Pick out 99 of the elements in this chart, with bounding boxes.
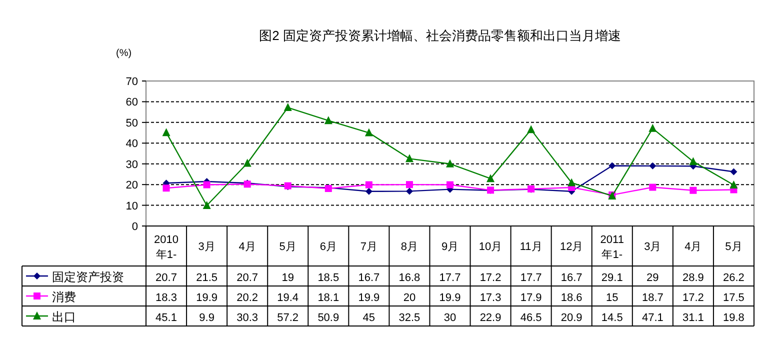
x-tick-label: 9月 [441,241,459,253]
point [568,178,576,186]
point [364,128,373,136]
data-label: 30.3 [236,312,258,324]
data-label: 15 [606,292,618,304]
point [446,159,454,168]
point [203,181,210,188]
point [324,116,332,124]
data-label: 16.7 [560,272,582,284]
point [365,188,372,195]
point [730,168,738,176]
data-label: 28.9 [682,272,704,284]
data-label: 30 [444,312,456,324]
point [202,200,211,209]
y-tick-label: 0 [132,221,138,233]
point [730,180,738,188]
data-label: 18.3 [156,292,177,304]
legend-label: 固定资产投资 [52,270,124,284]
data-label: 19.9 [196,292,218,304]
data-label: 16.8 [398,272,420,284]
point [649,184,656,191]
point [405,154,414,162]
point [649,162,656,170]
data-label: 29 [646,272,659,284]
legend-label: 消费 [52,290,76,304]
x-tick-label: 8月 [400,241,418,253]
data-label: 17.2 [480,272,502,284]
data-label: 20.2 [236,292,258,304]
data-label: 47.1 [642,312,664,324]
data-label: 17.9 [520,292,542,304]
data-label: 32.5 [398,312,420,324]
data-label: 19 [282,272,294,284]
x-tick-label: 12月 [560,241,584,253]
data-label: 14.5 [601,312,623,324]
data-label: 17.3 [480,292,502,304]
point [162,184,170,192]
x-tick-label: 3月 [198,241,216,253]
x-tick-label: 3月 [644,241,662,253]
x-tick-label: 6月 [320,241,337,253]
point [365,181,372,188]
x-tick-label: 7月 [360,241,378,253]
point [162,128,170,136]
chart-title: 图2 固定资产投资累计增幅、社会消费品零售额和出口当月增速 [259,28,621,43]
point [243,158,252,167]
data-label: 17.5 [723,292,744,304]
data-label: 31.1 [682,312,704,324]
data-label: 18.6 [560,292,582,304]
data-label: 26.2 [723,272,744,284]
data-label: 20.9 [560,312,582,324]
point [689,157,698,166]
y-tick-label: 40 [126,138,138,150]
point [284,103,292,112]
data-label: 45 [362,312,376,324]
point [690,186,697,194]
y-tick-label: 30 [126,158,138,171]
data-label: 21.5 [196,272,218,284]
legend-label: 出口 [52,310,76,324]
data-label: 9.9 [199,312,214,324]
x-tick-label: 5月 [725,241,742,253]
point [648,124,657,132]
data-label: 17.7 [520,272,542,284]
x-tick-label: 11月 [520,241,542,253]
data-label: 29.1 [601,272,623,284]
data-label: 19.9 [439,292,461,304]
data-label: 20.7 [156,272,177,284]
data-label: 18.5 [318,272,340,284]
data-label: 17.7 [439,272,461,284]
x-tick-label: 10月 [478,241,502,253]
data-label: 46.5 [520,312,542,324]
point [608,162,616,170]
data-label: 19.8 [723,312,744,324]
data-label: 18.7 [642,292,664,304]
data-label: 20.7 [236,272,258,284]
y-axis-title: (%) [116,48,132,59]
data-label: 22.9 [480,312,502,324]
point [406,188,413,195]
y-tick-label: 70 [126,76,138,88]
point [446,181,454,188]
x-tick-label: 4月 [684,241,702,253]
x-tick-label: 5月 [279,241,296,253]
x-tick-label: 2010 年1- [154,234,179,261]
point [486,174,495,182]
x-tick-label: 2011 年1- [600,234,624,261]
x-tick-label: 4月 [238,241,256,253]
data-label: 16.7 [358,272,380,284]
y-tick-label: 20 [126,180,138,192]
data-label: 19.9 [358,292,380,304]
data-label: 45.1 [156,312,177,324]
data-label: 50.9 [318,312,340,324]
y-tick-label: 10 [126,200,138,212]
data-label: 19.4 [277,292,299,304]
data-label: 20 [403,292,416,304]
data-label: 57.2 [277,312,299,324]
point [527,125,536,134]
y-tick-label: 50 [126,117,138,130]
point [406,181,413,188]
data-label: 18.1 [318,292,340,304]
y-tick-label: 60 [126,96,138,109]
data-label: 17.2 [682,292,704,304]
